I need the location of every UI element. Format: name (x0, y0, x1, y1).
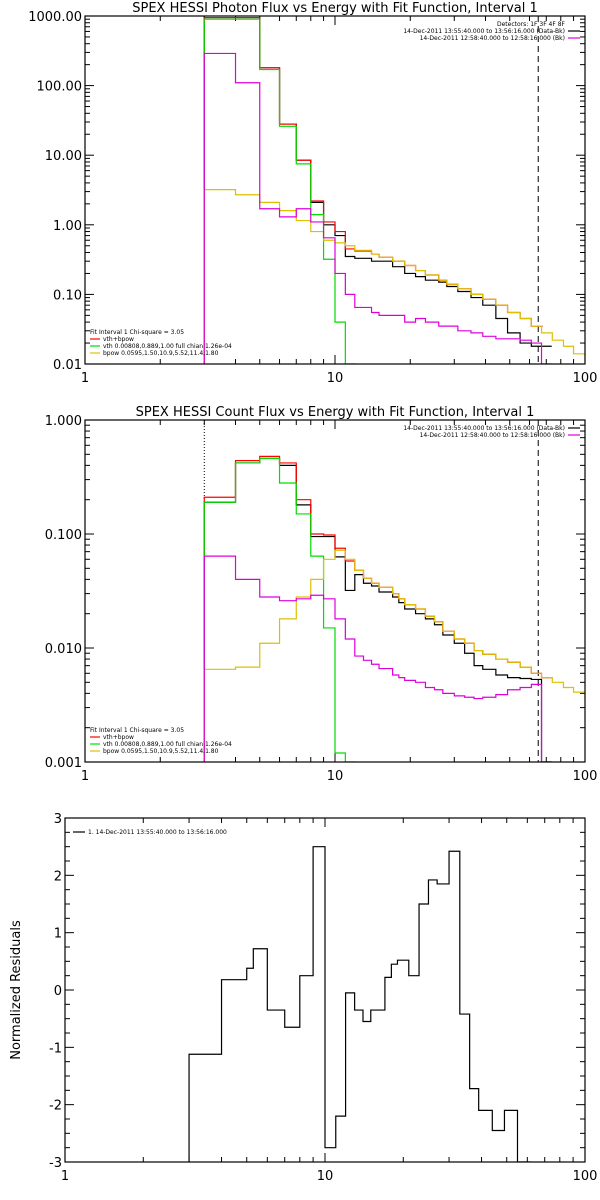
x-tick-label: 10 (327, 769, 344, 784)
y-tick-label: 0.10 (53, 288, 82, 303)
y-tick-label: 0.010 (45, 642, 82, 657)
x-tick-label: 10 (327, 371, 344, 386)
legend-text: 14-Dec-2011 12:58:40.000 to 12:58:16.000… (420, 432, 565, 439)
legend-text: bpow 0.0595,1.50,10.9,5.52,11.4,1.80 (103, 748, 219, 755)
legend-text: 14-Dec-2011 12:58:40.000 to 12:58:16.000… (420, 35, 565, 42)
x-tick-label: 100 (573, 371, 598, 386)
y-tick-label: 10.00 (45, 149, 82, 164)
y-tick-label: -3 (49, 1156, 62, 1171)
series-background (203, 555, 552, 762)
y-tick-label: 1.00 (53, 219, 82, 234)
y-tick-label: 1 (54, 927, 62, 942)
legend-text: bpow 0.0595,1.50,10.9,5.52,11.4,1.80 (103, 350, 219, 357)
legend-text: 14-Dec-2011 13:55:40.000 to 13:56:16.000… (403, 28, 565, 35)
legend-text: vth+bpow (103, 734, 134, 741)
series-data (203, 457, 552, 762)
legend-text: Detectors: 1F 3F 4F 8F (497, 21, 566, 28)
y-axis-label: Normalized Residuals (9, 920, 24, 1060)
legend-text: 14-Dec-2011 13:55:40.000 to 13:56:16.000… (403, 425, 565, 432)
chart-panel-1: SPEX HESSI Photon Flux vs Energy with Fi… (28, 1, 597, 386)
x-tick-label: 10 (317, 1169, 334, 1184)
y-tick-label: 0 (54, 984, 62, 999)
y-tick-label: 2 (54, 869, 62, 884)
y-tick-label: -1 (49, 1041, 62, 1056)
series-background (203, 52, 552, 364)
y-tick-label: 0.100 (45, 528, 82, 543)
legend-text: Fit Interval 1 Chi-square = 3.05 (90, 727, 184, 734)
y-tick-label: 1.000 (45, 414, 82, 429)
y-tick-label: 0.001 (45, 756, 82, 771)
x-tick-label: 1 (81, 371, 89, 386)
x-tick-label: 1 (61, 1169, 69, 1184)
chart-title: SPEX HESSI Photon Flux vs Energy with Fi… (132, 1, 538, 16)
legend-text: vth 0.00808,0.889,1.00 full chian 1.26e-… (103, 741, 232, 748)
y-tick-label: 100.00 (37, 80, 83, 95)
series-vth (203, 18, 356, 364)
chart-title: SPEX HESSI Count Flux vs Energy with Fit… (136, 405, 535, 420)
series-total_fit (203, 455, 552, 762)
series-bpow (203, 189, 585, 364)
legend-text: Fit Interval 1 Chi-square = 3.05 (90, 329, 184, 336)
y-tick-label: 1000.00 (28, 10, 82, 25)
y-tick-label: -2 (49, 1099, 62, 1114)
y-tick-label: 3 (54, 812, 62, 827)
series-group (203, 455, 585, 762)
legend-text: vth+bpow (103, 336, 134, 343)
series-group (188, 846, 531, 1162)
y-tick-label: 0.01 (53, 358, 82, 373)
x-tick-label: 100 (573, 1169, 598, 1184)
x-tick-label: 100 (573, 769, 598, 784)
plot-frame (64, 817, 586, 1163)
chart-panel-2: SPEX HESSI Count Flux vs Energy with Fit… (45, 405, 598, 784)
series-bpow (203, 549, 585, 762)
legend-text: vth 0.00808,0.889,1.00 full chian 1.26e-… (103, 343, 232, 350)
x-tick-label: 1 (81, 769, 89, 784)
plot-frame (84, 15, 586, 365)
series-data (188, 846, 531, 1162)
chart-panel-3: 1 10 100 -3 -2 -1 0 1 2 3 Normalized Residuals 1. 1… (9, 812, 597, 1184)
series-group (203, 16, 585, 364)
legend-text: 1. 14-Dec-2011 13:55:40.000 to 13:56:16.… (88, 829, 227, 836)
plot-frame (84, 419, 586, 763)
series-vth (203, 457, 356, 762)
